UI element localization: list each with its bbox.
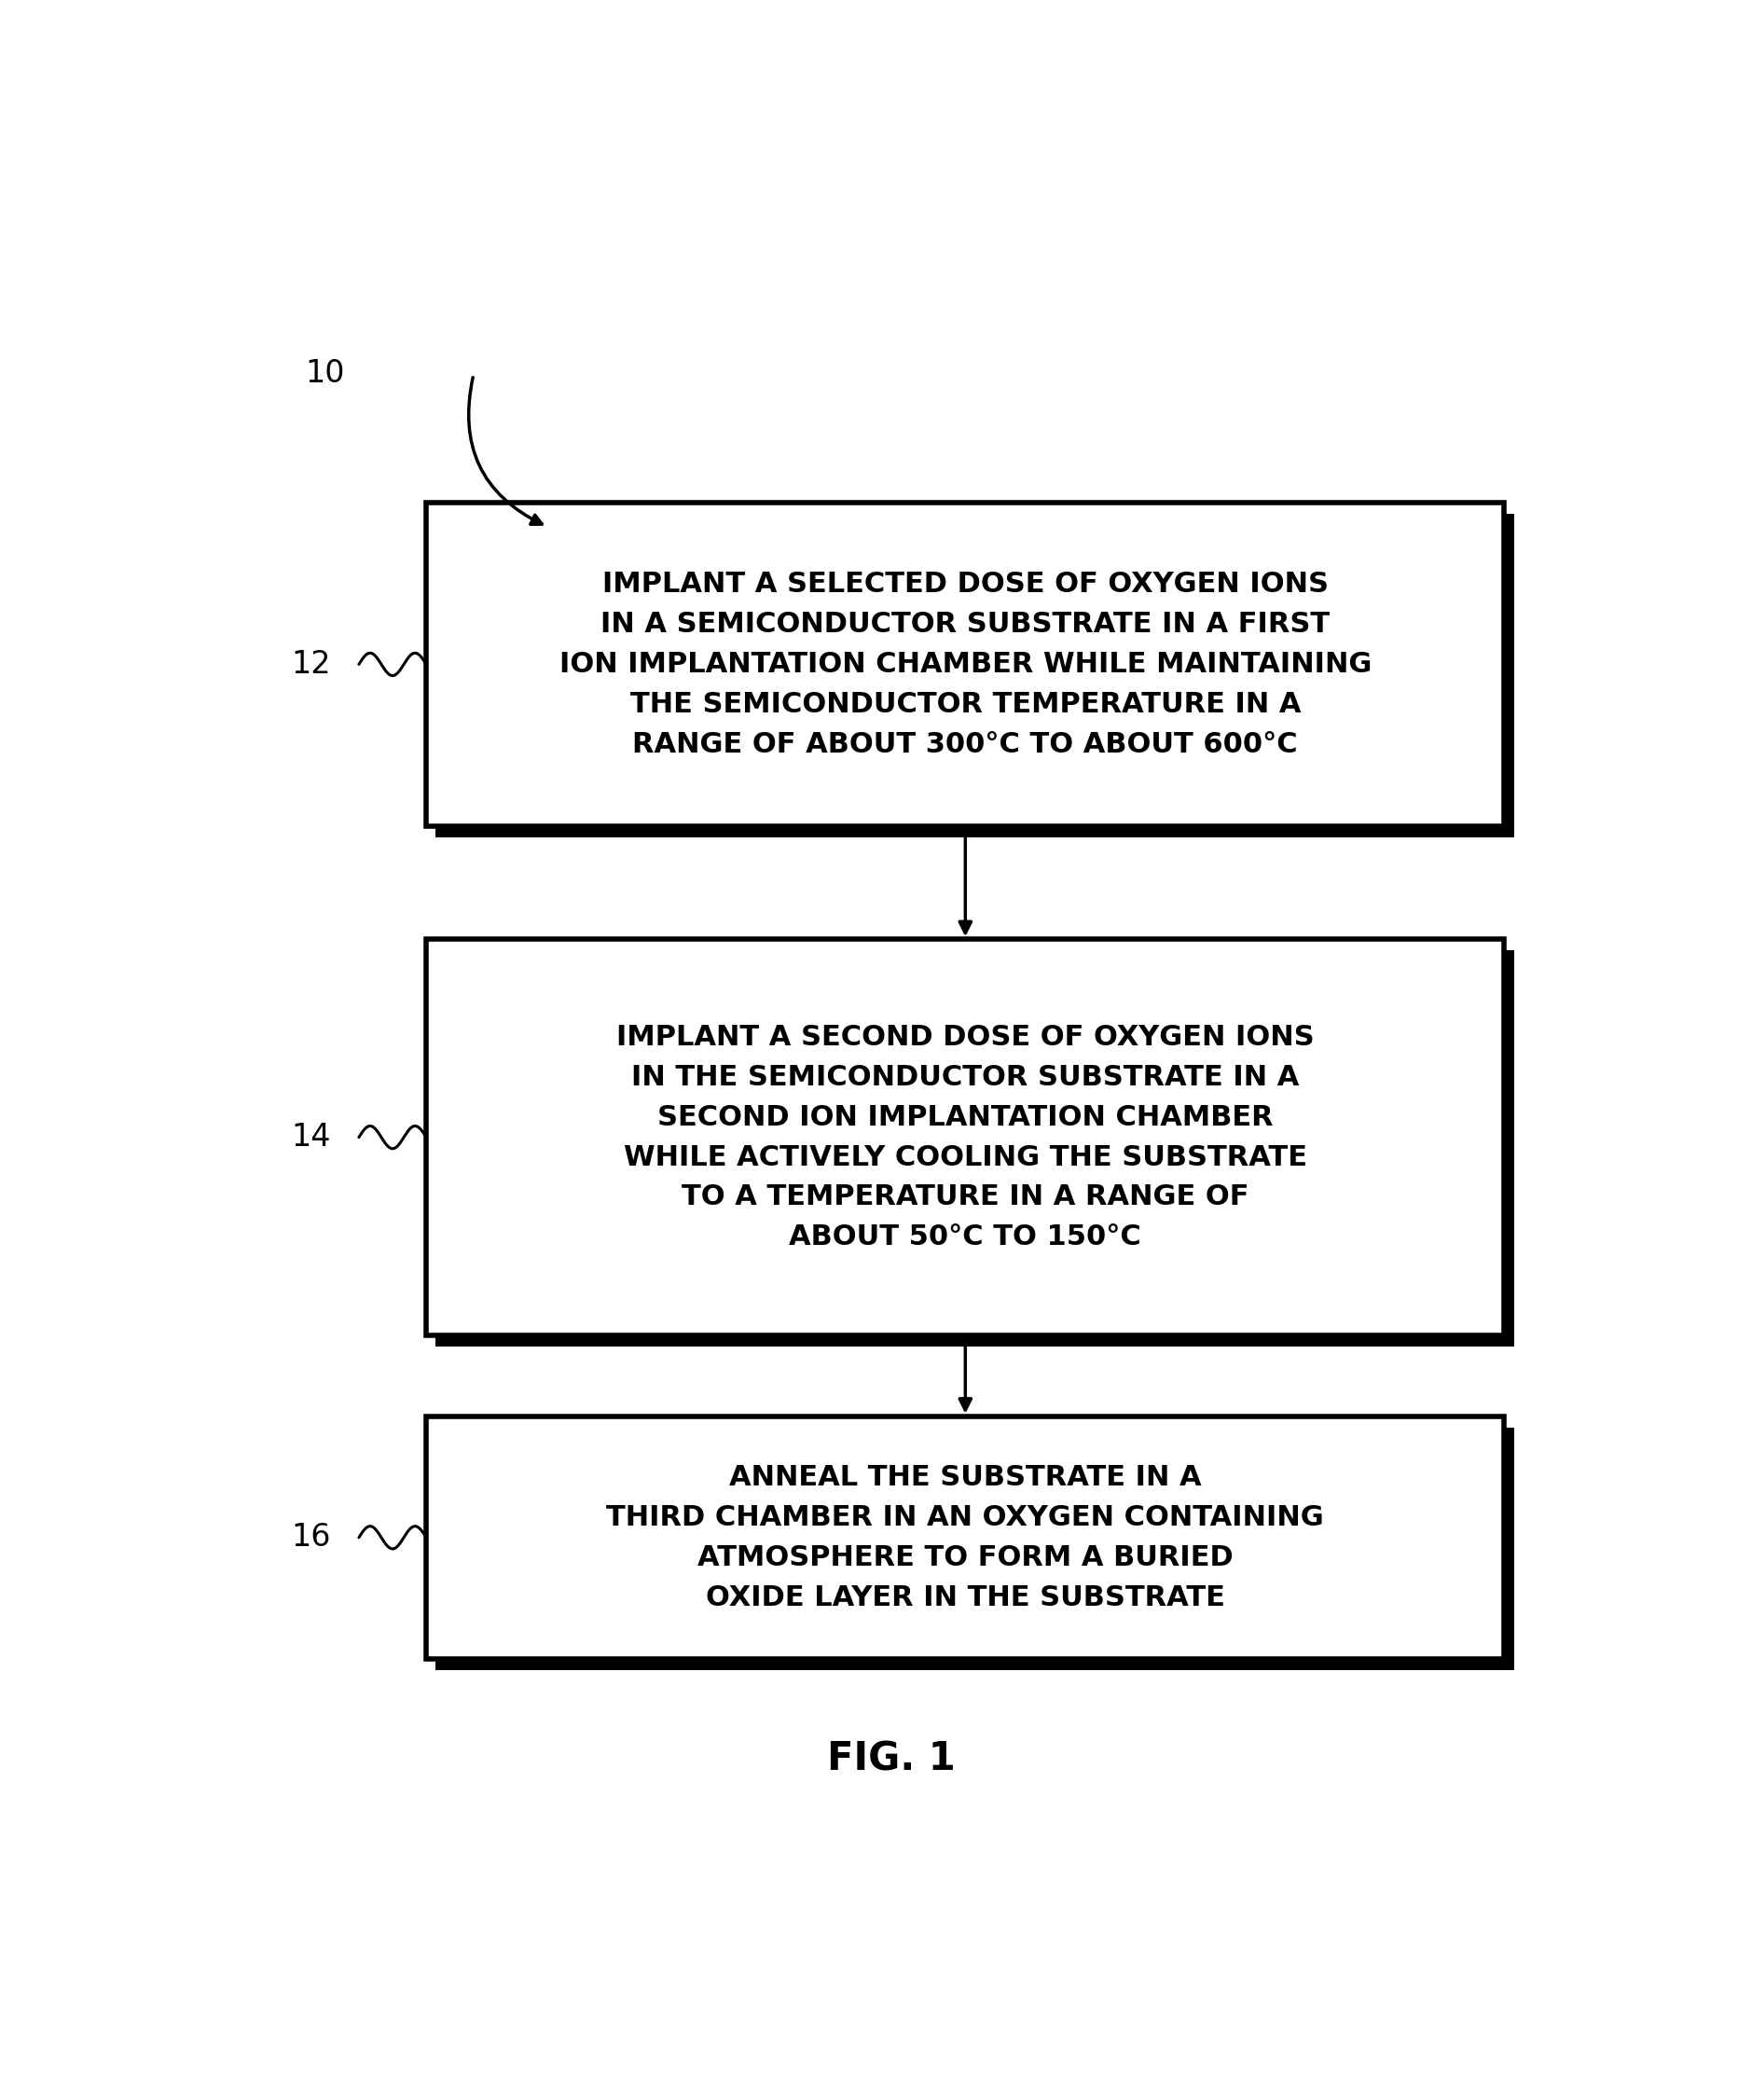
Bar (436, 951, 1514, 1346)
Text: 16: 16 (292, 1522, 330, 1552)
Bar (426, 939, 1503, 1336)
Text: 14: 14 (292, 1121, 330, 1153)
Bar (436, 1428, 1514, 1670)
Bar (426, 1415, 1503, 1659)
Bar (426, 502, 1503, 825)
Text: FIG. 1: FIG. 1 (827, 1739, 954, 1779)
Bar (436, 514, 1514, 838)
Text: IMPLANT A SELECTED DOSE OF OXYGEN IONS
IN A SEMICONDUCTOR SUBSTRATE IN A FIRST
I: IMPLANT A SELECTED DOSE OF OXYGEN IONS I… (560, 571, 1371, 758)
Text: ANNEAL THE SUBSTRATE IN A
THIRD CHAMBER IN AN OXYGEN CONTAINING
ATMOSPHERE TO FO: ANNEAL THE SUBSTRATE IN A THIRD CHAMBER … (607, 1464, 1323, 1611)
Text: IMPLANT A SECOND DOSE OF OXYGEN IONS
IN THE SEMICONDUCTOR SUBSTRATE IN A
SECOND : IMPLANT A SECOND DOSE OF OXYGEN IONS IN … (615, 1025, 1314, 1252)
Text: 12: 12 (292, 649, 330, 680)
Text: 10: 10 (304, 357, 344, 388)
